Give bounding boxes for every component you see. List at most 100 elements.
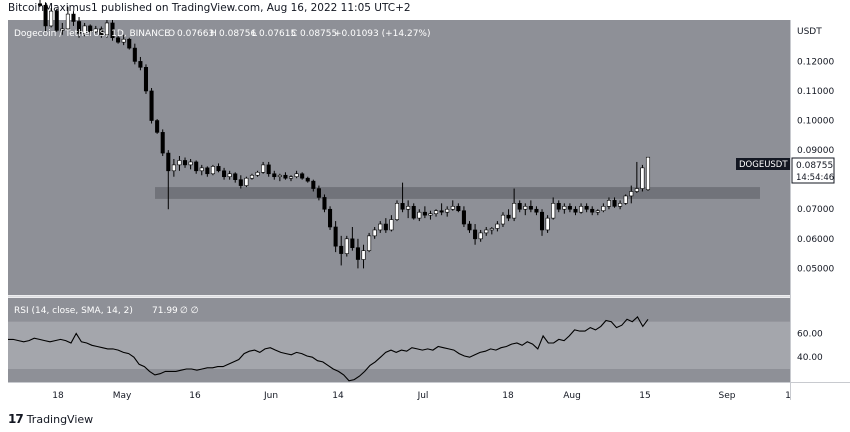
candle-down xyxy=(350,238,355,248)
candle-down xyxy=(567,205,572,210)
candle-down xyxy=(300,173,305,179)
candle-up xyxy=(277,174,282,178)
price-panel[interactable] xyxy=(8,20,790,295)
symbol-tag xyxy=(736,158,790,170)
candle-down xyxy=(506,214,511,219)
candle-down xyxy=(590,208,595,213)
candle-down xyxy=(149,90,154,121)
candle-up xyxy=(188,161,193,166)
candle-down xyxy=(88,25,93,33)
ohlc-l-value: 0.07615 xyxy=(259,29,296,39)
candle-down xyxy=(311,180,316,189)
candle-down xyxy=(166,152,171,172)
time-axis[interactable]: 18 May 16 Jun 14 Jul 18 Aug 15 Sep 1 xyxy=(52,391,791,401)
candle-up xyxy=(445,208,450,213)
candle-down xyxy=(77,21,82,34)
candle-up xyxy=(551,203,556,219)
candle-up xyxy=(389,219,394,231)
last-price-tag xyxy=(791,157,835,184)
candle-down xyxy=(339,245,344,254)
candle-up xyxy=(294,173,299,178)
candle-up xyxy=(645,156,651,191)
last-price-label: 0.08755 xyxy=(796,161,833,171)
symbol-label: DOGEUSDT xyxy=(739,160,788,170)
candle-up xyxy=(512,203,517,219)
rsi-tick-label: 40.00 xyxy=(797,353,823,363)
candle-down xyxy=(411,205,416,219)
candle-down xyxy=(400,203,405,210)
time-tick-label: 16 xyxy=(189,391,201,401)
candle-down xyxy=(612,200,617,207)
time-tick-label: Aug xyxy=(563,391,581,401)
candle-down xyxy=(37,3,43,6)
candle-up xyxy=(579,205,584,213)
candle-down xyxy=(132,47,137,62)
footer-brand: 17 TradingView xyxy=(8,412,93,426)
candle-up xyxy=(434,210,439,214)
candle-up xyxy=(417,211,422,219)
candle-up xyxy=(199,167,204,172)
candle-up xyxy=(640,167,645,189)
price-tick-label: 0.05000 xyxy=(797,264,834,274)
rsi-tick-label: 60.00 xyxy=(797,329,823,339)
rsi-axis[interactable]: 60.00 40.00 xyxy=(797,329,823,363)
candle-down xyxy=(127,38,132,49)
candle-down xyxy=(467,223,472,231)
candle-up xyxy=(495,223,500,229)
price-tick-label: 0.09000 xyxy=(797,146,834,156)
candle-down xyxy=(355,247,360,260)
candle-down xyxy=(534,208,539,213)
rsi-extra: ∅ ∅ xyxy=(180,306,199,316)
time-tick-label: May xyxy=(113,391,132,401)
candle-up xyxy=(367,235,372,251)
publish-line: BitcoinMaximus1 published on TradingView… xyxy=(8,2,411,14)
candle-down xyxy=(43,4,48,27)
candle-up xyxy=(60,28,65,31)
price-tick-label: 0.07000 xyxy=(797,205,834,215)
candle-down xyxy=(238,179,243,186)
candle-down xyxy=(456,205,461,212)
ohlc-h-value: 0.08756 xyxy=(219,29,256,39)
candle-up xyxy=(255,171,260,176)
candle-down xyxy=(99,28,104,36)
ohlc-c-value: 0.08755 xyxy=(300,29,337,39)
rsi-title: RSI (14, close, SMA, 14, 2) xyxy=(14,306,133,316)
time-tick-label: 14 xyxy=(332,391,344,401)
price-tick-label: 0.06000 xyxy=(797,235,834,245)
candle-down xyxy=(160,132,165,154)
candle-down xyxy=(517,203,522,210)
countdown-label: 14:54:46 xyxy=(796,173,834,183)
time-tick-label: 15 xyxy=(639,391,650,401)
time-tick-label: Jun xyxy=(263,391,278,401)
candle-down xyxy=(194,161,199,172)
candle-down xyxy=(283,174,288,179)
candle-down xyxy=(110,22,115,39)
candle-up xyxy=(562,205,567,210)
time-tick-label: Sep xyxy=(719,391,736,401)
candle-down xyxy=(155,120,160,133)
candle-up xyxy=(49,10,54,27)
candle-up xyxy=(489,228,494,231)
candle-up xyxy=(428,213,433,216)
candle-down xyxy=(138,61,143,68)
chart-title: Dogecoin / TetherUS, 1D, BINANCE xyxy=(14,29,170,39)
candle-up xyxy=(227,173,232,178)
candle-down xyxy=(216,166,221,172)
candle-down xyxy=(116,37,121,43)
candle-up xyxy=(288,176,294,179)
candle-down xyxy=(143,67,149,92)
currency-label: USDT xyxy=(797,27,822,37)
candle-up xyxy=(344,238,349,254)
candle-down xyxy=(584,205,589,210)
ohlc-o-value: 0.07663 xyxy=(177,29,214,39)
candle-up xyxy=(121,38,126,43)
candle-down xyxy=(54,10,59,31)
candle-down xyxy=(539,211,545,231)
candle-down xyxy=(316,188,321,198)
candle-up xyxy=(210,166,215,175)
candle-up xyxy=(244,177,249,186)
candle-down xyxy=(322,197,327,210)
candle-down xyxy=(266,164,271,175)
price-change: +0.01093 (+14.27%) xyxy=(334,29,431,39)
